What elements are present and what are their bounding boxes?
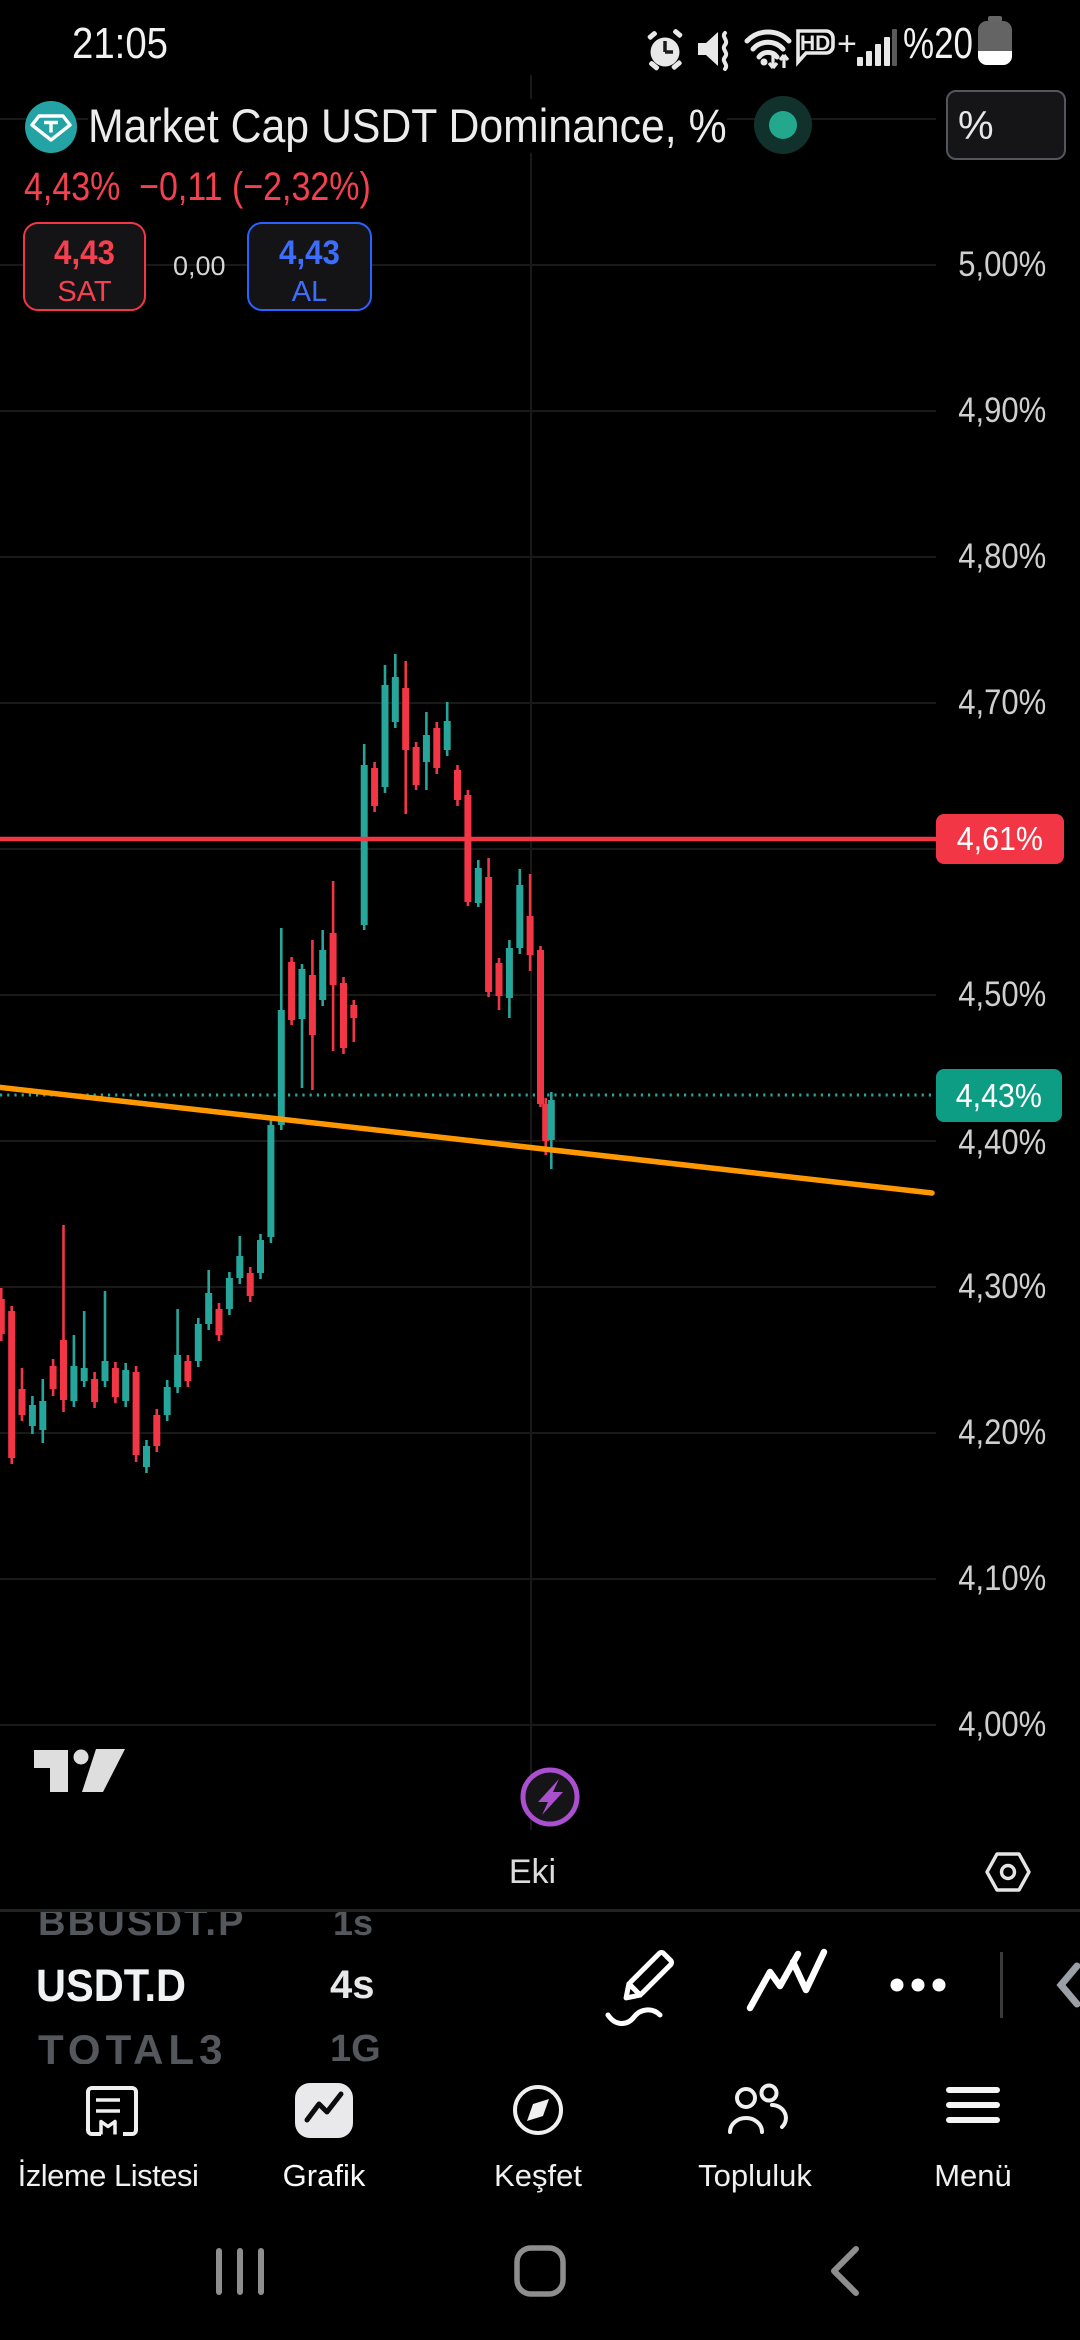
svg-text:+: + — [837, 25, 857, 63]
svg-text:HD: HD — [800, 32, 830, 55]
